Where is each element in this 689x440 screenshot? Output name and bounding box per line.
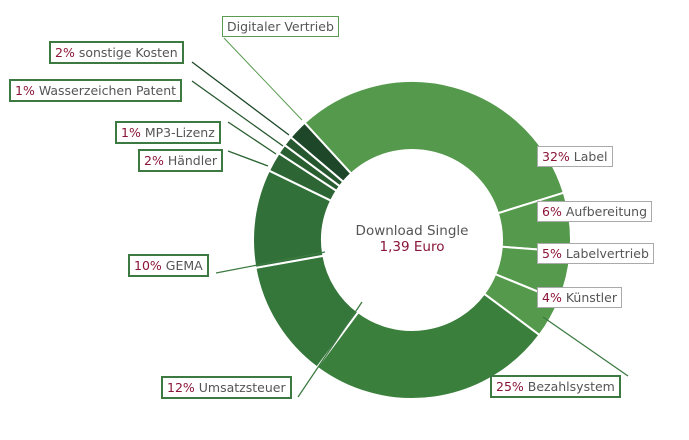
slice-percent: 32% xyxy=(542,149,570,164)
leader-line xyxy=(297,301,363,398)
center-label: Download Single 1,39 Euro xyxy=(332,223,492,255)
leader-line xyxy=(191,80,284,147)
slice-name: Aufbereitung xyxy=(561,204,648,219)
slice-label: 25% Bezahlsystem xyxy=(490,375,621,398)
leader-line xyxy=(191,61,290,136)
slice-bezahlsystem xyxy=(315,292,541,400)
slice-percent: 4% xyxy=(542,290,562,305)
slice-label: 2% Händler xyxy=(138,149,224,172)
slice-label xyxy=(303,80,566,215)
slice-percent: 12% xyxy=(167,380,195,395)
leader-line xyxy=(542,316,629,377)
slice-name: Künstler xyxy=(561,290,617,305)
slice-label: 4% Künstler xyxy=(537,287,622,308)
slice-label: 2% sonstige Kosten xyxy=(49,41,184,64)
slice-label: 6% Aufbereitung xyxy=(537,201,653,222)
slice-label: 5% Labelvertrieb xyxy=(537,243,654,264)
slice-percent: 6% xyxy=(542,204,562,219)
slice-percent: 5% xyxy=(542,246,562,261)
leader-line xyxy=(227,150,269,167)
center-title: Download Single xyxy=(355,223,469,239)
slice-sonstige-kosten xyxy=(289,121,353,184)
slice-percent: 10% xyxy=(134,258,162,273)
slice-percent: 25% xyxy=(496,379,524,394)
slice-name: sonstige Kosten xyxy=(74,45,178,60)
slice-percent: 1% xyxy=(15,83,35,98)
slice-label: 32% Label xyxy=(537,146,613,167)
center-value: 1,39 Euro xyxy=(379,239,445,255)
slice-name: Label xyxy=(569,149,608,164)
leader-line xyxy=(227,121,277,155)
slice-name: Labelvertrieb xyxy=(561,246,649,261)
slice-label: 1% MP3-Lizenz xyxy=(115,121,221,144)
leader-line-digitaler-vertrieb xyxy=(223,37,303,121)
slice-percent: 1% xyxy=(121,125,141,140)
slice-name: GEMA xyxy=(161,258,203,273)
slice-name: MP3-Lizenz xyxy=(140,125,215,140)
slice-label: 1% Wasserzeichen Patent xyxy=(9,79,183,102)
leader-line xyxy=(215,251,326,274)
slice-percent: 2% xyxy=(55,45,75,60)
slice-name: Wasserzeichen Patent xyxy=(34,83,177,98)
slice-name: Umsatzsteuer xyxy=(194,380,286,395)
slice-percent: 2% xyxy=(144,153,164,168)
slice-name: Händler xyxy=(163,153,218,168)
slice-name: Bezahlsystem xyxy=(523,379,615,394)
group-label-digitaler-vertrieb: Digitaler Vertrieb xyxy=(222,16,339,37)
slice-label: 10% GEMA xyxy=(128,254,209,277)
slice-label: 12% Umsatzsteuer xyxy=(161,376,292,399)
group-label-text: Digitaler Vertrieb xyxy=(227,19,334,34)
